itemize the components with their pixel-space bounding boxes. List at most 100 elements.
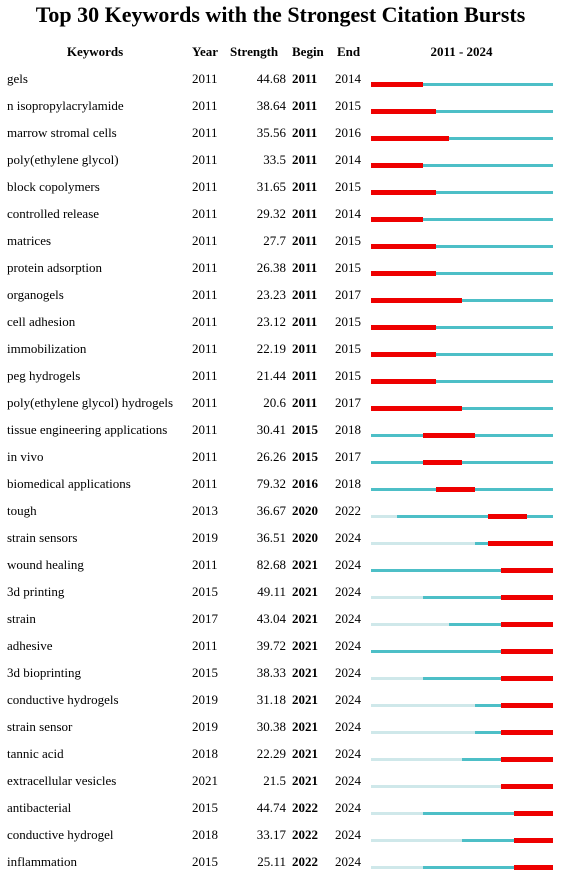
strength-cell: 44.68 [256,71,286,86]
burst-timeline [371,766,553,793]
burst-segment [501,784,553,789]
keyword-cell: organogels [7,287,64,302]
end-cell: 2024 [335,692,361,707]
begin-cell: 2011 [292,206,318,221]
inactive-segment [371,731,475,734]
end-cell: 2018 [335,476,361,491]
begin-cell: 2011 [292,341,318,356]
year-cell: 2018 [192,746,218,761]
active-segment [475,731,501,734]
inactive-segment [371,542,475,545]
end-cell: 2015 [335,233,361,248]
keyword-cell: strain sensors [7,530,78,545]
burst-segment [371,217,423,222]
active-segment [436,110,553,113]
strength-cell: 39.72 [256,638,286,653]
end-cell: 2024 [335,800,361,815]
year-header: Year [192,44,218,59]
keyword-cell: controlled release [7,206,100,221]
burst-segment [501,730,553,735]
table-row: biomedical applications 2011 79.32 2016 2018 [0,469,561,496]
active-segment [423,596,501,599]
inactive-segment [371,677,423,680]
end-cell: 2014 [335,71,361,86]
end-cell: 2024 [335,773,361,788]
burst-segment [501,676,553,681]
table-row: poly(ethylene glycol) hydrogels 2011 20.6 2… [0,388,561,415]
year-cell: 2011 [192,287,218,302]
burst-segment [436,487,475,492]
keyword-cell: adhesive [7,638,53,653]
end-cell: 2024 [335,611,361,626]
end-cell: 2024 [335,719,361,734]
strength-cell: 38.64 [256,98,286,113]
active-segment [436,353,553,356]
burst-timeline [371,496,553,523]
active-segment [462,407,553,410]
table-row: in vivo 2011 26.26 2015 2017 [0,442,561,469]
inactive-segment [371,758,462,761]
inactive-segment [371,515,397,518]
year-cell: 2017 [192,611,218,626]
burst-timeline [371,685,553,712]
year-cell: 2011 [192,206,218,221]
begin-cell: 2020 [292,530,318,545]
end-cell: 2015 [335,98,361,113]
begin-cell: 2011 [292,368,318,383]
burst-segment [371,136,449,141]
active-segment [449,137,553,140]
keyword-cell: tough [7,503,37,518]
strength-cell: 21.44 [256,368,286,383]
burst-segment [371,244,436,249]
strength-cell: 29.32 [256,206,286,221]
inactive-segment [371,839,462,842]
year-cell: 2015 [192,854,218,869]
active-segment [423,866,514,869]
inactive-segment [371,623,449,626]
year-cell: 2011 [192,341,218,356]
strength-cell: 30.38 [256,719,286,734]
burst-segment [488,541,553,546]
year-cell: 2011 [192,638,218,653]
active-segment [475,434,553,437]
timeline-range-header: 2011 - 2024 [430,44,493,59]
year-cell: 2011 [192,233,218,248]
burst-timeline [371,793,553,820]
begin-cell: 2011 [292,314,318,329]
strength-cell: 20.6 [263,395,286,410]
table-row: cell adhesion 2011 23.12 2011 2015 [0,307,561,334]
end-cell: 2014 [335,152,361,167]
keyword-cell: wound healing [7,557,84,572]
year-cell: 2011 [192,476,218,491]
end-cell: 2015 [335,179,361,194]
strength-cell: 44.74 [256,800,286,815]
keyword-cell: cell adhesion [7,314,76,329]
table-row: protein adsorption 2011 26.38 2011 2015 [0,253,561,280]
strength-cell: 82.68 [256,557,286,572]
keyword-cell: tannic acid [7,746,64,761]
burst-timeline [371,253,553,280]
active-segment [436,191,553,194]
year-cell: 2015 [192,665,218,680]
active-segment [371,569,501,572]
begin-cell: 2011 [292,125,318,140]
begin-cell: 2021 [292,665,318,680]
strength-cell: 43.04 [256,611,286,626]
inactive-segment [371,812,423,815]
burst-segment [501,649,553,654]
burst-timeline [371,172,553,199]
burst-timeline [371,307,553,334]
end-cell: 2015 [335,368,361,383]
table-row: conductive hydrogel 2018 33.17 2022 2024 [0,820,561,847]
year-cell: 2019 [192,719,218,734]
burst-timeline [371,712,553,739]
keyword-cell: in vivo [7,449,44,464]
active-segment [462,299,553,302]
end-cell: 2015 [335,314,361,329]
table-row: strain sensor 2019 30.38 2021 2024 [0,712,561,739]
table-row: tissue engineering applications 2011 30.41… [0,415,561,442]
burst-segment [371,271,436,276]
strength-cell: 22.19 [256,341,286,356]
burst-timeline [371,604,553,631]
inactive-segment [371,596,423,599]
